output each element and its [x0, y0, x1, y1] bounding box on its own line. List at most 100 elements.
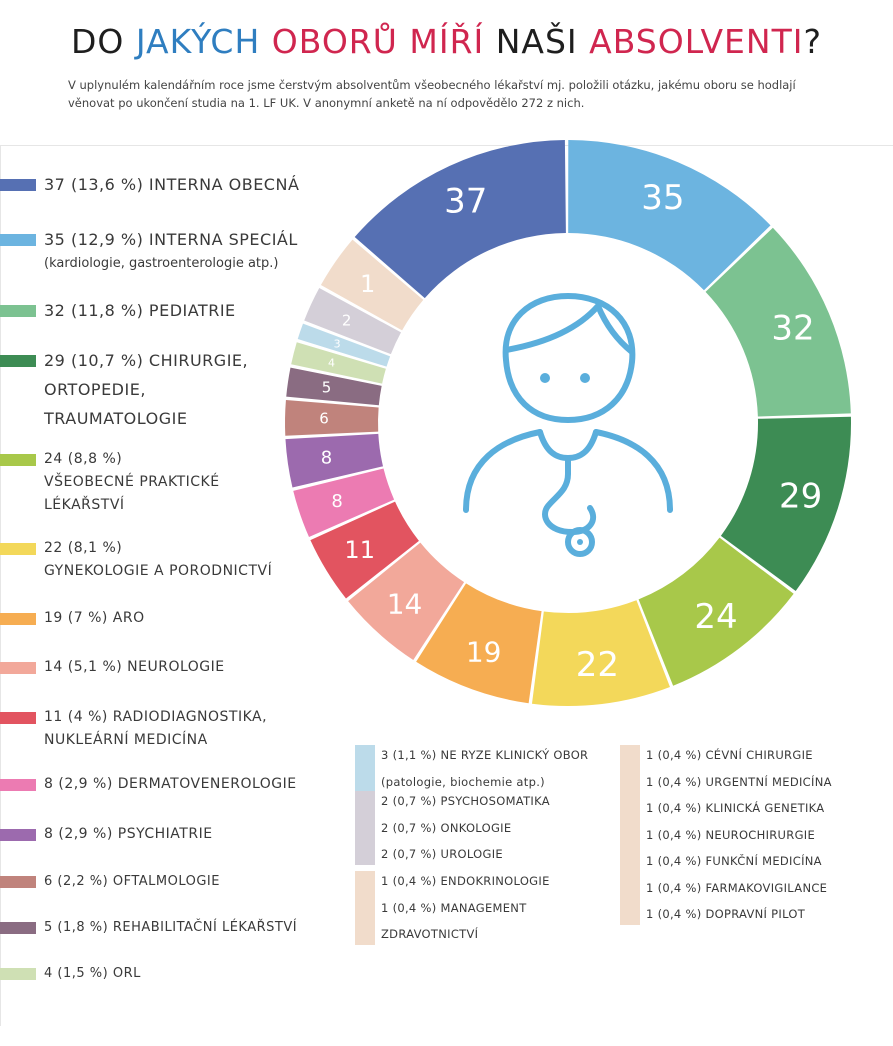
small-group-line: 1 (0,4 %) URGENTNÍ MEDICÍNA: [646, 774, 832, 789]
legend-line: 32 (11,8 %) PEDIATRIE: [44, 301, 236, 320]
legend-line: 24 (8,8 %): [44, 451, 123, 467]
legend-swatch: [0, 233, 36, 246]
title-part-2: JAKÝCH: [135, 22, 261, 61]
small-group-line: 1 (0,4 %) DOPRAVNÍ PILOT: [646, 907, 806, 921]
legend-swatch: [0, 661, 36, 674]
donut-slice: [348, 542, 465, 660]
stethoscope-tube: [537, 429, 599, 535]
donut-slice-label: 32: [771, 308, 814, 348]
donut-slice-label: 8: [331, 491, 342, 512]
small-group-line: (patologie, biochemie atp.): [381, 774, 545, 789]
small-group-bar: [620, 745, 640, 925]
small-group-line: 1 (0,4 %) ENDOKRINOLOGIE: [381, 874, 550, 888]
doctor-shoulders: [463, 429, 673, 513]
legend-text: 8 (2,9 %) DERMATOVENEROLOGIE: [44, 773, 297, 796]
legend-line: 22 (8,1 %): [44, 540, 123, 556]
small-group-bar: [355, 791, 375, 865]
legend-swatch: [0, 876, 36, 888]
legend-text: 37 (13,6 %) INTERNA OBECNÁ: [44, 170, 299, 199]
donut-slice-label: 22: [576, 645, 619, 685]
title-part-6: ABSOLVENTI: [589, 22, 804, 61]
donut-slice-label: 5: [322, 379, 332, 397]
donut-slices: [285, 140, 851, 706]
legend-text: 24 (8,8 %) VŠEOBECNÉ PRAKTICKÉ LÉKAŘSTVÍ: [44, 448, 220, 517]
donut-slice: [310, 501, 419, 599]
small-group-line: 2 (0,7 %) ONKOLOGIE: [381, 820, 512, 835]
donut-slice-label: 6: [319, 410, 329, 428]
legend-line: 8 (2,9 %) PSYCHIATRIE: [44, 826, 213, 842]
legend-text: 32 (11,8 %) PEDIATRIE: [44, 296, 236, 325]
legend-swatch: [0, 778, 36, 791]
legend-line: 35 (12,9 %) INTERNA SPECIÁL: [44, 230, 298, 249]
small-group-line: 1 (0,4 %) KLINICKÁ GENETIKA: [646, 801, 825, 815]
legend-swatch: [0, 178, 36, 191]
legend-line: 29 (10,7 %) CHIRURGIE,: [44, 351, 249, 370]
small-group-line: 2 (0,7 %) UROLOGIE: [381, 847, 503, 861]
legend-swatch: [0, 711, 36, 724]
legend-line: 4 (1,5 %) ORL: [44, 966, 141, 981]
donut-slice: [285, 399, 379, 436]
legend-line: 19 (7 %) ARO: [44, 610, 145, 626]
doctor-head-outline: [502, 293, 636, 423]
legend-line: 14 (5,1 %) NEUROLOGIE: [44, 659, 225, 675]
small-group-bar: [355, 745, 375, 792]
title-part-1: DO: [71, 22, 136, 61]
donut-slice-label: 19: [466, 635, 502, 668]
doctor-eye-right: [580, 373, 590, 383]
small-group: 1 (0,4 %) ENDOKRINOLOGIE 1 (0,4 %) MANAGE…: [355, 868, 549, 948]
header-divider: [0, 145, 893, 146]
donut-slice-label: 4: [328, 356, 335, 369]
donut-slice-label: 1: [360, 270, 375, 298]
donut-slice: [531, 600, 670, 706]
legend-line: 6 (2,2 %) OFTALMOLOGIE: [44, 874, 220, 889]
legend-text: 6 (2,2 %) OFTALMOLOGIE: [44, 871, 220, 893]
donut-slice: [304, 288, 402, 355]
legend-swatch: [0, 304, 36, 317]
small-group-line: 1 (0,4 %) FUNKČNÍ MEDICÍNA: [646, 854, 822, 868]
legend-line: ORTOPEDIE,: [44, 380, 146, 399]
small-group-line: 3 (1,1 %) NE RYZE KLINICKÝ OBOR: [381, 748, 589, 762]
small-group-line: 1 (0,4 %) MANAGEMENT: [381, 900, 527, 915]
doctor-hair: [503, 303, 635, 355]
legend-subline: (kardiologie, gastroenterologie atp.): [44, 256, 279, 271]
donut-slice: [320, 239, 424, 331]
donut-slice: [286, 367, 382, 406]
legend-swatch: [0, 612, 36, 625]
small-group: 2 (0,7 %) PSYCHOSOMATIKA 2 (0,7 %) ONKOLO…: [355, 788, 550, 868]
stethoscope-dot: [577, 539, 583, 545]
donut-slice-label: 37: [444, 181, 487, 221]
small-group: 3 (1,1 %) NE RYZE KLINICKÝ OBOR (patologi…: [355, 742, 588, 795]
legend-swatch: [0, 828, 36, 841]
small-group: 1 (0,4 %) CÉVNÍ CHIRURGIE 1 (0,4 %) URGEN…: [620, 742, 831, 928]
donut-slice-label: 8: [321, 447, 332, 468]
legend-text: 14 (5,1 %) NEUROLOGIE: [44, 656, 225, 679]
donut-slice: [291, 342, 386, 384]
donut-slice: [416, 583, 542, 704]
donut-slice: [293, 468, 395, 538]
small-group-line: 1 (0,4 %) CÉVNÍ CHIRURGIE: [646, 748, 813, 762]
donut-slice: [705, 227, 851, 417]
legend-text: 29 (10,7 %) CHIRURGIE, ORTOPEDIE, TRAUMATO…: [44, 346, 248, 433]
small-group-line: 1 (0,4 %) NEUROCHIRURGIE: [646, 827, 816, 842]
donut-slice: [297, 323, 391, 367]
legend-line: 11 (4 %) RADIODIAGNOSTIKA,: [44, 709, 268, 725]
donut-slice-label: 24: [694, 597, 737, 637]
legend-line: LÉKAŘSTVÍ: [44, 497, 125, 513]
legend-text: 8 (2,9 %) PSYCHIATRIE: [44, 823, 213, 846]
page-title: DO JAKÝCH OBORŮ MÍŘÍ NAŠI ABSOLVENTI?: [0, 22, 893, 61]
doctor-stethoscope-icon: [463, 293, 673, 557]
legend-line: TRAUMATOLOGIE: [44, 409, 188, 428]
small-group-line: 1 (0,4 %) FARMAKOVIGILANCE: [646, 880, 828, 895]
small-group-line: 2 (0,7 %) PSYCHOSOMATIKA: [381, 794, 550, 808]
legend-text: 4 (1,5 %) ORL: [44, 963, 141, 985]
donut-slice-label: 3: [334, 337, 341, 350]
doctor-eye-left: [540, 373, 550, 383]
donut-slice: [638, 537, 794, 686]
legend-text: 5 (1,8 %) REHABILITAČNÍ LÉKAŘSTVÍ: [44, 917, 297, 939]
donut-slice-label: 2: [342, 311, 352, 329]
donut-slice-label: 11: [344, 536, 375, 564]
legend-swatch: [0, 453, 36, 466]
legend-swatch: [0, 354, 36, 367]
